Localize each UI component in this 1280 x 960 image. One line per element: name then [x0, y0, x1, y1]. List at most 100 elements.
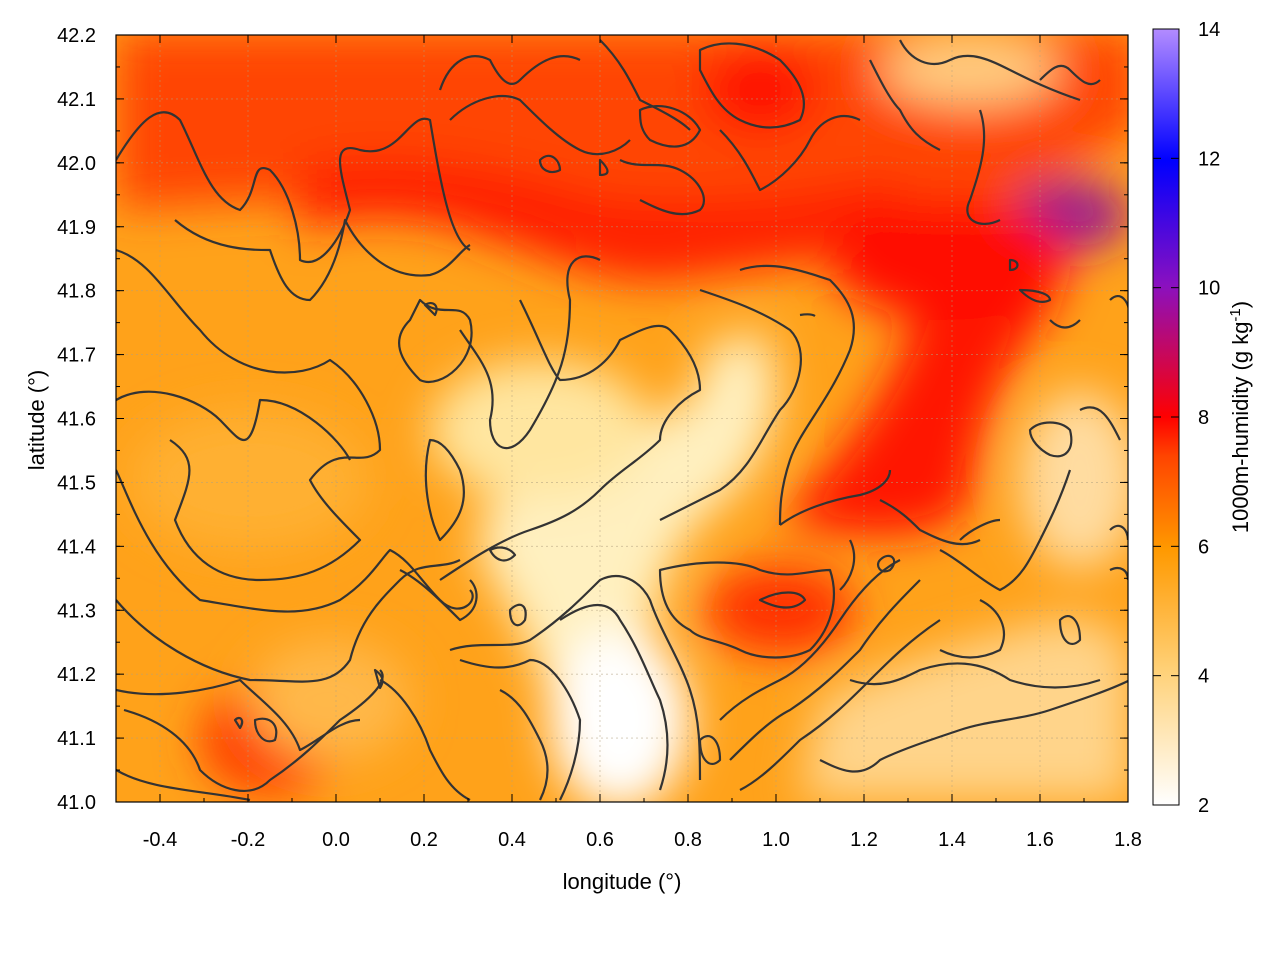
- contour-line: [116, 248, 382, 582]
- contour-line: [799, 313, 816, 317]
- contour-line: [849, 662, 1101, 689]
- x-tick-label: 0.6: [586, 829, 614, 851]
- y-tick-label: 41.2: [57, 664, 96, 686]
- contour-line: [423, 301, 438, 317]
- contour-line: [1039, 64, 1101, 86]
- contour-line: [599, 39, 691, 131]
- field-red-ne: [830, 200, 1070, 320]
- contour-line: [449, 575, 702, 781]
- contour-line: [538, 154, 562, 174]
- contour-line: [598, 158, 609, 177]
- contour-line: [116, 111, 471, 263]
- y-tick-label: 41.1: [57, 728, 96, 750]
- y-tick-label: 41.7: [57, 345, 96, 367]
- contour-line: [399, 569, 478, 622]
- y-tick-label: 41.3: [57, 600, 96, 622]
- contour-line: [449, 95, 631, 156]
- contour-line: [253, 717, 278, 743]
- field-light-mid: [250, 640, 410, 760]
- x-tick-label: 0.8: [674, 829, 702, 851]
- contour-line: [659, 288, 802, 521]
- contour-line: [839, 539, 856, 591]
- contour-line: [1028, 421, 1073, 458]
- x-tick-label: 0.4: [498, 829, 526, 851]
- contour-line: [719, 559, 901, 721]
- y-tick-label: 42.1: [57, 89, 96, 111]
- colorbar-title-end: ): [1228, 301, 1253, 308]
- contour-line: [559, 604, 669, 791]
- contour-line: [379, 679, 471, 801]
- colorbar-tick-label: 10: [1198, 278, 1220, 300]
- y-axis-title: latitude (°): [24, 370, 49, 471]
- colorbar-tick-label: 12: [1198, 148, 1220, 170]
- contour-line: [739, 619, 941, 791]
- colorbar-title: 1000m-humidity (g kg-1): [1227, 301, 1254, 533]
- contour-line: [233, 716, 244, 730]
- field-light-center: [430, 360, 650, 500]
- y-axis: 41.0 41.1 41.2 41.3 41.4 41.5 41.6 41.7 41.8 41.9…: [57, 25, 1128, 814]
- contour-line: [739, 264, 855, 526]
- x-tick-label: 1.2: [850, 829, 878, 851]
- contour-line: [438, 55, 581, 91]
- colorbar-title-main: 1000m-humidity (g kg: [1228, 322, 1253, 534]
- contour-line: [1079, 406, 1121, 441]
- contour-line: [1109, 295, 1128, 311]
- colorbar-tick-label: 14: [1198, 19, 1220, 41]
- contour-line: [729, 579, 921, 761]
- contour-line: [116, 769, 251, 802]
- colorbar-tick-label: 8: [1198, 407, 1209, 429]
- contour-line: [373, 668, 384, 690]
- x-tick-label: 1.4: [938, 829, 966, 851]
- contour-line: [508, 603, 527, 627]
- y-tick-label: 41.9: [57, 217, 96, 239]
- contour-line: [758, 591, 807, 609]
- x-tick-label: 1.8: [1114, 829, 1142, 851]
- y-tick-label: 41.0: [57, 792, 96, 814]
- field-light-top: [880, 35, 1060, 105]
- y-tick-label: 41.8: [57, 281, 96, 303]
- x-axis-title: longitude (°): [563, 869, 682, 894]
- humidity-field: [116, 35, 1128, 802]
- contour-line: [876, 554, 896, 573]
- colorbar: 2 4 6 8 10 12 14 1000m-humidity (g kg-1): [1152, 19, 1254, 817]
- contour-line: [398, 298, 473, 383]
- contour-line: [459, 255, 601, 450]
- x-tick-label: 0.0: [322, 829, 350, 851]
- y-tick-label: 41.5: [57, 472, 96, 494]
- contour-line: [698, 735, 722, 765]
- field-light-south: [550, 630, 690, 802]
- contour-line: [619, 159, 706, 216]
- contour-line: [939, 599, 1005, 659]
- contour-line: [1049, 319, 1081, 329]
- x-tick-label: 1.0: [762, 829, 790, 851]
- contour-line: [879, 499, 981, 546]
- contour-line: [1058, 615, 1082, 645]
- contour-line: [499, 689, 549, 801]
- colorbar-title-sup: -1: [1227, 308, 1244, 321]
- y-tick-label: 42.2: [57, 25, 96, 47]
- contour-line: [719, 115, 861, 192]
- contour-line: [439, 299, 702, 581]
- contour-line: [174, 218, 471, 302]
- contour-line: [966, 109, 1001, 225]
- y-tick-label: 42.0: [57, 153, 96, 175]
- x-tick-label: 0.2: [410, 829, 438, 851]
- contour-line: [116, 559, 461, 683]
- contour-line: [638, 105, 702, 148]
- colorbar-tick-label: 4: [1198, 666, 1209, 688]
- contour-line: [123, 669, 384, 792]
- contour-line: [899, 39, 1081, 102]
- contour-line: [869, 59, 941, 151]
- contour-line: [1008, 258, 1019, 272]
- contour-line: [779, 469, 892, 526]
- colorbar-tick-label: 2: [1198, 795, 1209, 817]
- x-tick-label: 1.6: [1026, 829, 1054, 851]
- contour-line: [488, 546, 517, 562]
- y-tick-label: 41.6: [57, 409, 96, 431]
- x-tick-label: -0.2: [231, 829, 265, 851]
- colorbar-tick-label: 6: [1198, 536, 1209, 558]
- contour-line: [1018, 288, 1052, 304]
- field-light-se: [800, 618, 1128, 800]
- contour-line: [658, 561, 835, 659]
